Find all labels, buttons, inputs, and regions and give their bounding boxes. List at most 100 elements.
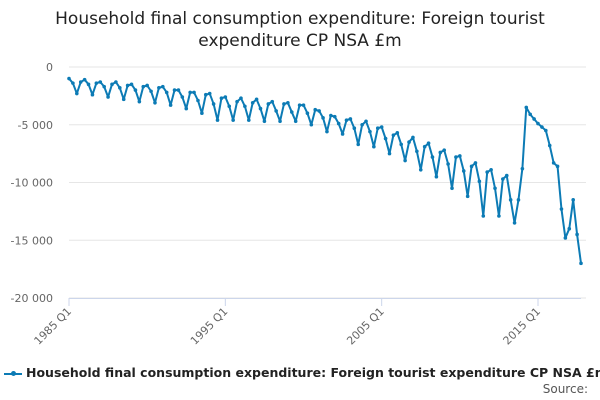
data-point[interactable] (497, 214, 501, 218)
data-point[interactable] (325, 129, 329, 134)
data-point[interactable] (368, 129, 372, 134)
data-point[interactable] (196, 98, 200, 103)
data-point[interactable] (211, 102, 216, 106)
data-point[interactable] (399, 142, 404, 147)
data-point[interactable] (161, 84, 165, 89)
data-point[interactable] (223, 95, 228, 99)
data-point[interactable] (434, 174, 439, 179)
data-point[interactable] (133, 88, 138, 92)
data-point[interactable] (71, 81, 75, 85)
data-point[interactable] (446, 162, 450, 166)
data-point[interactable] (430, 155, 435, 159)
data-point[interactable] (442, 148, 447, 152)
data-point[interactable] (102, 84, 106, 89)
data-point[interactable] (282, 102, 286, 106)
data-point[interactable] (246, 118, 251, 122)
data-point[interactable] (477, 179, 482, 184)
data-point[interactable] (473, 161, 478, 165)
data-point[interactable] (90, 92, 95, 97)
data-point[interactable] (184, 106, 189, 111)
data-point[interactable] (563, 236, 568, 240)
data-point[interactable] (329, 113, 333, 118)
data-point[interactable] (567, 226, 572, 231)
data-point[interactable] (239, 96, 243, 100)
data-point[interactable] (258, 106, 263, 111)
data-point[interactable] (340, 132, 345, 136)
data-point[interactable] (575, 232, 579, 237)
data-point[interactable] (321, 116, 325, 120)
data-point[interactable] (540, 125, 544, 129)
data-point[interactable] (274, 109, 278, 113)
data-point[interactable] (516, 198, 521, 202)
data-point[interactable] (555, 164, 560, 169)
data-point[interactable] (336, 121, 341, 126)
data-point[interactable] (137, 99, 142, 104)
data-point[interactable] (418, 168, 423, 172)
data-point[interactable] (344, 118, 349, 122)
data-point[interactable] (86, 82, 91, 87)
data-point[interactable] (180, 95, 185, 99)
data-point[interactable] (426, 141, 431, 146)
data-point[interactable] (454, 155, 458, 159)
data-point[interactable] (450, 186, 454, 191)
data-point[interactable] (458, 154, 462, 158)
data-point[interactable] (379, 125, 384, 129)
data-point[interactable] (227, 104, 232, 109)
data-point[interactable] (164, 90, 169, 95)
data-point[interactable] (422, 144, 427, 149)
data-point[interactable] (512, 221, 517, 225)
data-point[interactable] (114, 80, 118, 84)
data-point[interactable] (559, 207, 564, 211)
data-point[interactable] (520, 166, 525, 171)
data-point[interactable] (289, 110, 294, 114)
data-point[interactable] (501, 177, 505, 181)
data-point[interactable] (403, 158, 407, 163)
data-point[interactable] (153, 101, 157, 105)
data-point[interactable] (387, 151, 392, 156)
data-point[interactable] (481, 214, 486, 218)
data-point[interactable] (579, 261, 583, 266)
data-point[interactable] (157, 85, 161, 90)
data-point[interactable] (75, 91, 79, 96)
data-point[interactable] (348, 117, 353, 121)
data-point[interactable] (254, 97, 259, 102)
data-point[interactable] (469, 164, 474, 169)
data-point[interactable] (372, 144, 376, 149)
data-point[interactable] (172, 88, 177, 92)
data-point[interactable] (375, 126, 380, 131)
data-point[interactable] (145, 83, 149, 88)
data-point[interactable] (231, 118, 235, 122)
data-point[interactable] (551, 161, 556, 165)
data-point[interactable] (243, 104, 247, 109)
data-point[interactable] (317, 109, 321, 113)
data-point[interactable] (407, 140, 411, 144)
data-point[interactable] (571, 198, 575, 202)
data-point[interactable] (532, 117, 536, 121)
data-point[interactable] (360, 122, 364, 127)
data-point[interactable] (504, 173, 509, 178)
data-point[interactable] (125, 83, 130, 88)
data-point[interactable] (98, 80, 103, 84)
data-point[interactable] (278, 119, 282, 124)
data-point[interactable] (309, 122, 314, 127)
data-point[interactable] (286, 101, 290, 105)
data-point[interactable] (313, 107, 318, 112)
data-point[interactable] (332, 114, 337, 119)
data-point[interactable] (215, 118, 220, 122)
data-point[interactable] (544, 128, 548, 133)
data-point[interactable] (352, 126, 357, 131)
data-point[interactable] (485, 170, 490, 174)
data-point[interactable] (121, 97, 126, 102)
data-point[interactable] (129, 82, 134, 87)
data-point[interactable] (524, 105, 529, 110)
data-point[interactable] (547, 143, 552, 148)
data-point[interactable] (82, 77, 87, 82)
data-point[interactable] (493, 186, 497, 191)
data-point[interactable] (536, 121, 540, 126)
data-point[interactable] (438, 150, 443, 155)
data-point[interactable] (235, 99, 239, 104)
data-point[interactable] (411, 135, 415, 140)
data-point[interactable] (168, 103, 173, 107)
data-point[interactable] (110, 82, 114, 87)
data-point[interactable] (293, 119, 298, 124)
